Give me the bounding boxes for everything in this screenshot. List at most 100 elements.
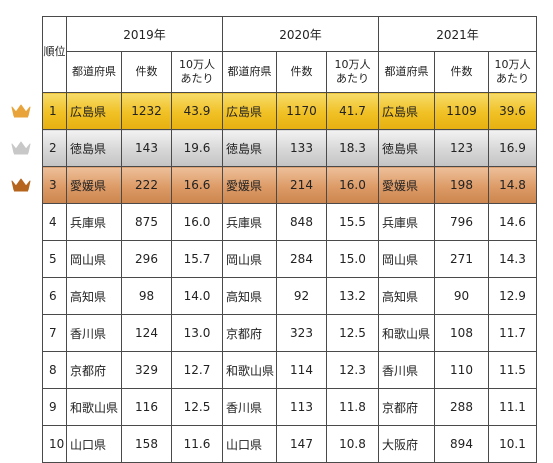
prefecture-cell: 和歌山県 [378,314,435,352]
prefecture-cell: 高知県 [222,277,277,315]
rank-cell: 3 [42,166,67,204]
prefecture-cell: 岡山県 [66,240,122,278]
per-100k-cell: 43.9 [171,92,223,130]
prefecture-cell: 京都府 [222,314,277,352]
per-100k-cell: 11.7 [488,314,537,352]
per-100k-cell: 12.7 [171,351,223,389]
prefecture-cell: 兵庫県 [66,203,122,241]
per-100k-cell: 16.0 [171,203,223,241]
count-cell: 296 [121,240,172,278]
count-cell: 271 [434,240,489,278]
per-100k-header: 10万人 あたり [326,51,379,93]
per-100k-cell: 15.7 [171,240,223,278]
per-100k-cell: 10.8 [326,425,379,463]
count-cell: 133 [276,129,327,167]
year-header-2021: 2021年 [378,16,537,52]
count-cell: 284 [276,240,327,278]
prefecture-cell: 山口県 [66,425,122,463]
per-100k-cell: 15.0 [326,240,379,278]
per-100k-cell: 15.5 [326,203,379,241]
prefecture-cell: 香川県 [66,314,122,352]
table-row: 10 山口県 158 11.6 山口県 147 10.8 大阪府 894 10.1 [42,425,537,463]
prefecture-header: 都道府県 [222,51,277,93]
per-100k-cell: 19.6 [171,129,223,167]
rank-cell: 9 [42,388,67,426]
count-cell: 894 [434,425,489,463]
count-header: 件数 [121,51,172,93]
prefecture-cell: 徳島県 [222,129,277,167]
rank-cell: 7 [42,314,67,352]
table-row: 2 徳島県 143 19.6 徳島県 133 18.3 徳島県 123 16.9 [42,129,537,167]
count-cell: 796 [434,203,489,241]
per-100k-cell: 39.6 [488,92,537,130]
per-100k-cell: 13.2 [326,277,379,315]
per-100k-cell: 12.5 [171,388,223,426]
count-cell: 848 [276,203,327,241]
per-100k-cell: 16.0 [326,166,379,204]
prefecture-cell: 広島県 [378,92,435,130]
prefecture-header: 都道府県 [378,51,435,93]
prefecture-cell: 大阪府 [378,425,435,463]
per-100k-cell: 18.3 [326,129,379,167]
count-cell: 329 [121,351,172,389]
per-100k-cell: 14.3 [488,240,537,278]
count-header: 件数 [434,51,489,93]
per-100k-cell: 12.9 [488,277,537,315]
per-100k-cell: 41.7 [326,92,379,130]
count-cell: 222 [121,166,172,204]
count-cell: 875 [121,203,172,241]
count-cell: 110 [434,351,489,389]
prefecture-cell: 高知県 [66,277,122,315]
prefecture-cell: 愛媛県 [66,166,122,204]
count-cell: 143 [121,129,172,167]
per-100k-cell: 16.9 [488,129,537,167]
count-cell: 114 [276,351,327,389]
prefecture-cell: 兵庫県 [378,203,435,241]
rank-cell: 6 [42,277,67,315]
rank-cell: 2 [42,129,67,167]
per-100k-header: 10万人 あたり [488,51,537,93]
count-cell: 124 [121,314,172,352]
count-cell: 214 [276,166,327,204]
prefecture-cell: 香川県 [222,388,277,426]
prefecture-cell: 香川県 [378,351,435,389]
per-100k-cell: 16.6 [171,166,223,204]
count-cell: 1232 [121,92,172,130]
prefecture-cell: 広島県 [222,92,277,130]
count-cell: 147 [276,425,327,463]
prefecture-cell: 岡山県 [378,240,435,278]
per-100k-cell: 14.8 [488,166,537,204]
count-cell: 92 [276,277,327,315]
per-100k-cell: 11.1 [488,388,537,426]
table-row: 8 京都府 329 12.7 和歌山県 114 12.3 香川県 110 11.5 [42,351,537,389]
rank-cell: 5 [42,240,67,278]
count-cell: 158 [121,425,172,463]
prefecture-cell: 広島県 [66,92,122,130]
ranking-body: 1 広島県 1232 43.9 広島県 1170 41.7 広島県 1109 39.6 2 徳島県 14… [42,92,537,463]
prefecture-cell: 徳島県 [66,129,122,167]
silver-crown-icon [11,141,31,155]
rank-cell: 4 [42,203,67,241]
per-100k-cell: 13.0 [171,314,223,352]
rank-header: 順位 [42,16,67,93]
count-cell: 1109 [434,92,489,130]
prefecture-header: 都道府県 [66,51,122,93]
year-header-2020: 2020年 [222,16,379,52]
count-header: 件数 [276,51,327,93]
per-100k-cell: 12.3 [326,351,379,389]
per-100k-cell: 12.5 [326,314,379,352]
per-100k-cell: 11.8 [326,388,379,426]
prefecture-cell: 和歌山県 [66,388,122,426]
count-cell: 288 [434,388,489,426]
year-header-2019: 2019年 [66,16,223,52]
count-cell: 108 [434,314,489,352]
rank-cell: 10 [42,425,67,463]
prefecture-cell: 京都府 [66,351,122,389]
prefecture-cell: 愛媛県 [378,166,435,204]
ranking-table: 順位 2019年 2020年 2021年 都道府県 件数 10万人 あたり 都道府県件… [42,16,537,463]
table-row: 5 岡山県 296 15.7 岡山県 284 15.0 岡山県 271 14.3 [42,240,537,278]
count-cell: 1170 [276,92,327,130]
sub-header-row: 都道府県 件数 10万人 あたり 都道府県 件数 10万人 あたり 都道府県 件数 10万人 あ… [43,51,537,93]
ranking-table-container: 順位 2019年 2020年 2021年 都道府県 件数 10万人 あたり 都道府県件… [42,16,537,463]
prefecture-cell: 岡山県 [222,240,277,278]
